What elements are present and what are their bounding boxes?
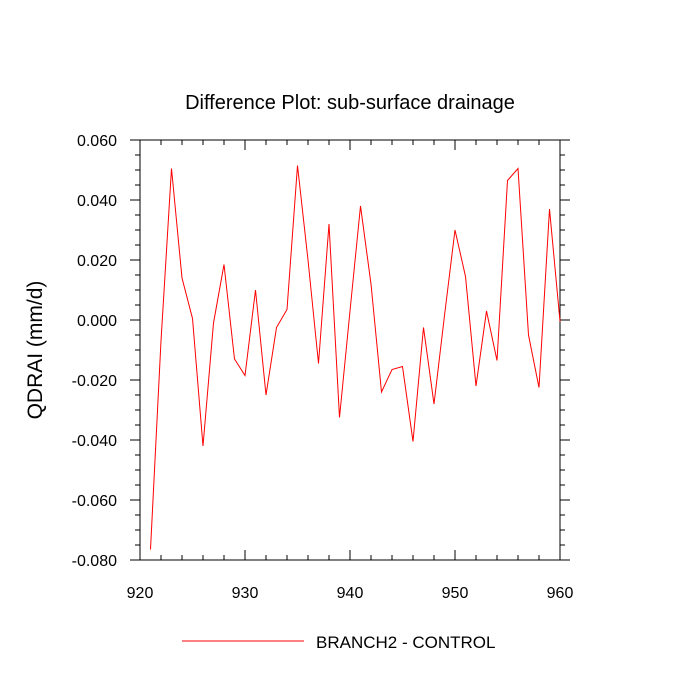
x-tick-label: 960 — [547, 585, 574, 602]
y-tick-label: -0.080 — [72, 553, 117, 570]
legend-label: BRANCH2 - CONTROL — [316, 633, 495, 652]
tick-marks — [130, 139, 570, 561]
tick-labels: 920 930 940 950 960 -0.080 -0.060 -0.040 -0.020 0… — [72, 133, 574, 602]
y-tick-label: -0.040 — [72, 433, 117, 450]
y-tick-label: 0.000 — [77, 313, 117, 330]
y-tick-label: 0.020 — [77, 253, 117, 270]
chart-title: Difference Plot: sub-surface drainage — [185, 92, 515, 114]
plot-frame — [139, 139, 561, 561]
y-tick-label: -0.020 — [72, 373, 117, 390]
x-tick-label: 950 — [442, 585, 469, 602]
series-layer — [150, 165, 561, 550]
y-tick-label: 0.040 — [77, 193, 117, 210]
y-axis-label: QDRAI (mm/d) — [24, 281, 47, 420]
y-tick-label: -0.060 — [72, 493, 117, 510]
x-tick-label: 930 — [232, 585, 259, 602]
x-tick-label: 920 — [127, 585, 154, 602]
legend: BRANCH2 - CONTROL — [182, 633, 495, 652]
series-line — [150, 165, 561, 550]
x-tick-label: 940 — [337, 585, 364, 602]
y-tick-label: 0.060 — [77, 133, 117, 150]
